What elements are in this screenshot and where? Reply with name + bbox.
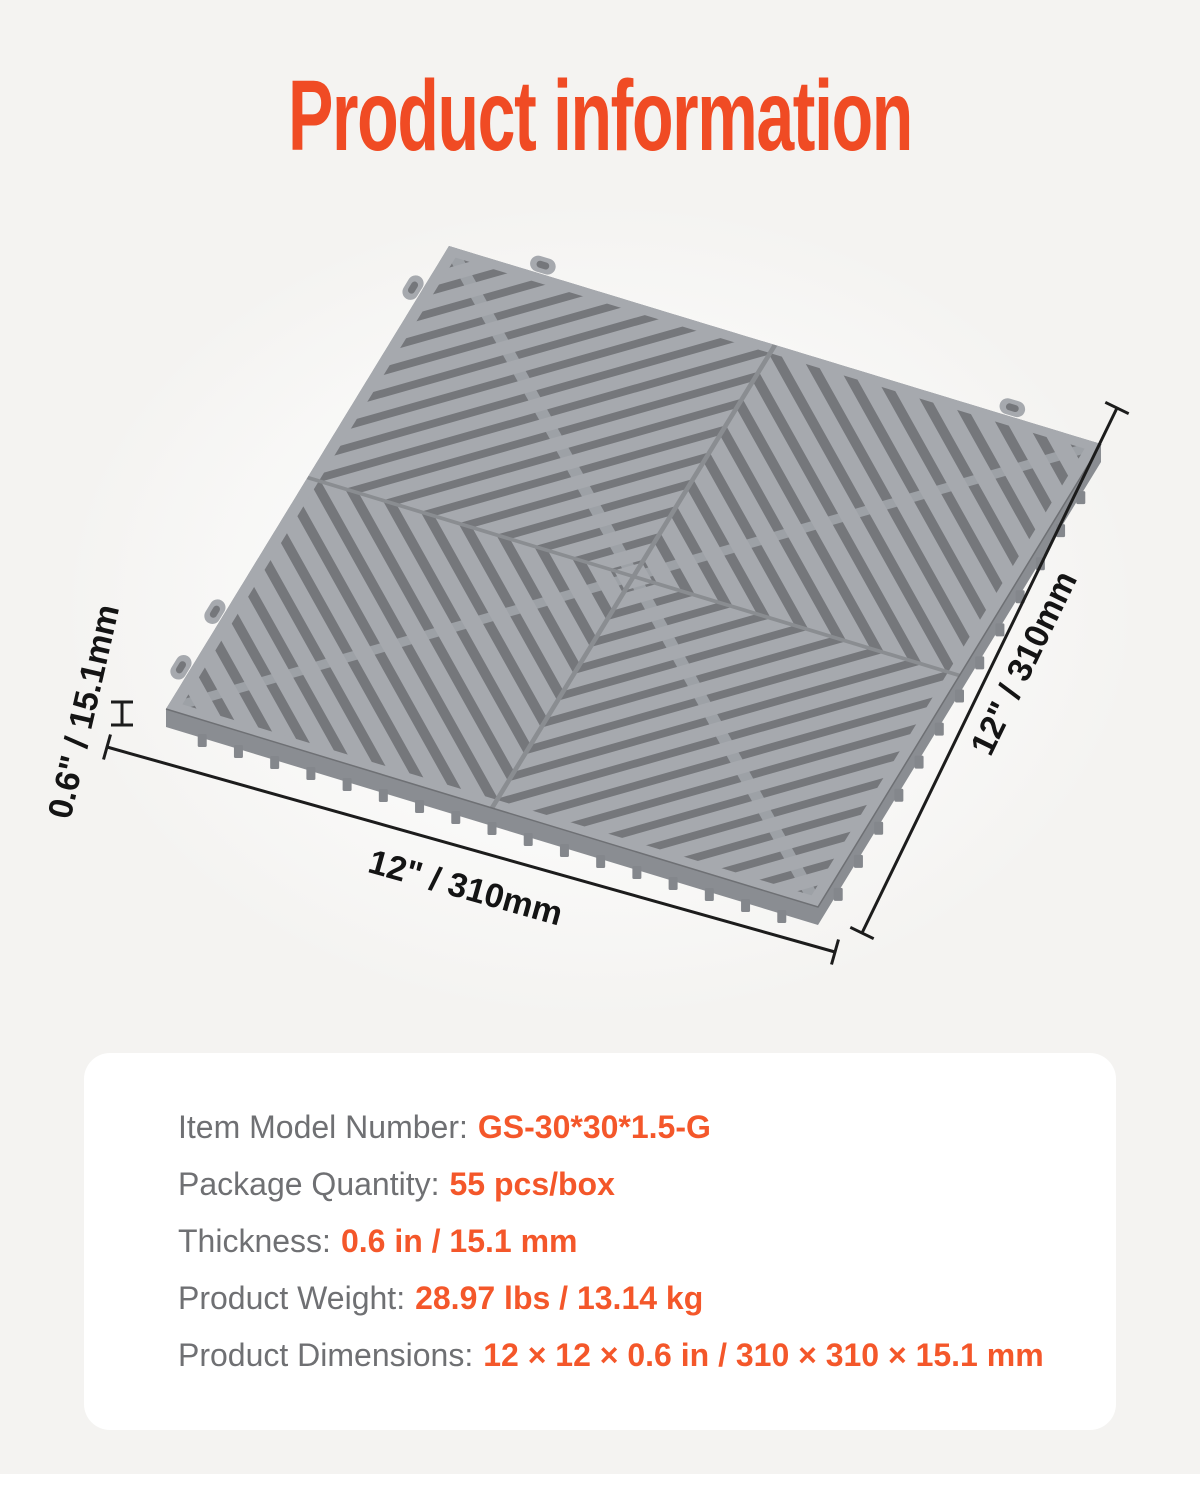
spec-row-weight: Product Weight: 28.97 lbs / 13.14 kg bbox=[178, 1270, 1116, 1327]
bottom-margin bbox=[0, 1474, 1200, 1500]
width-label: 12" / 310mm bbox=[364, 843, 566, 934]
spec-label: Package Quantity: bbox=[178, 1166, 440, 1202]
spec-label: Thickness: bbox=[178, 1223, 331, 1259]
spec-row-dimensions: Product Dimensions: 12 × 12 × 0.6 in / 31… bbox=[178, 1327, 1116, 1384]
spec-value: 12 × 12 × 0.6 in / 310 × 310 × 15.1 mm bbox=[483, 1337, 1044, 1373]
thickness-label: 0.6" / 15.1mm bbox=[41, 601, 127, 822]
floor-tile-image bbox=[165, 246, 1102, 925]
width-dimension-line bbox=[102, 734, 840, 965]
spec-card: Item Model Number: GS-30*30*1.5-G Package… bbox=[84, 1053, 1116, 1430]
thickness-marker bbox=[111, 700, 133, 727]
spec-value: 55 pcs/box bbox=[449, 1166, 615, 1202]
spec-value: 28.97 lbs / 13.14 kg bbox=[415, 1280, 704, 1316]
spec-value: 0.6 in / 15.1 mm bbox=[340, 1223, 578, 1259]
spec-row-quantity: Package Quantity: 55 pcs/box bbox=[178, 1156, 1116, 1213]
spec-label: Product Dimensions: bbox=[178, 1337, 474, 1373]
spec-label: Item Model Number: bbox=[178, 1109, 468, 1145]
spec-label: Product Weight: bbox=[178, 1280, 406, 1316]
depth-dimension-line bbox=[849, 400, 1130, 941]
spec-row-thickness: Thickness: 0.6 in / 15.1 mm bbox=[178, 1213, 1116, 1270]
spec-value: GS-30*30*1.5-G bbox=[477, 1109, 711, 1145]
spec-row-model: Item Model Number: GS-30*30*1.5-G bbox=[178, 1099, 1116, 1156]
product-render: 0.6" / 15.1mm 12" / 310mm 12" / 310mm bbox=[41, 246, 1130, 965]
page-title: Product information bbox=[288, 60, 913, 172]
